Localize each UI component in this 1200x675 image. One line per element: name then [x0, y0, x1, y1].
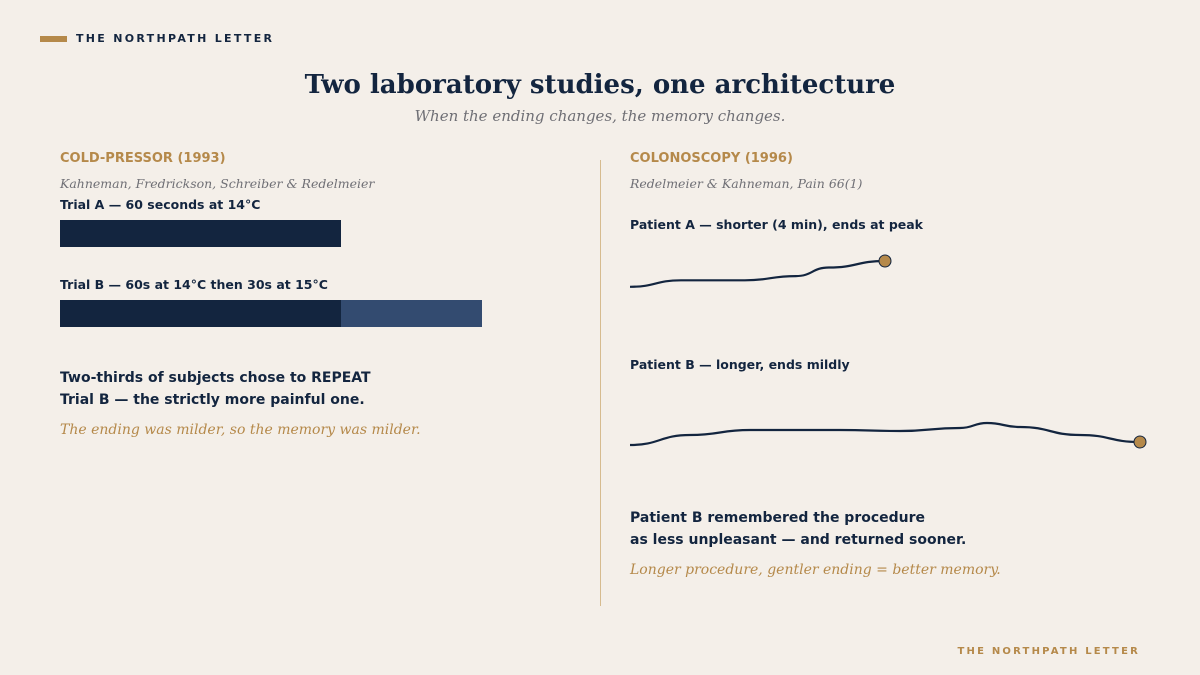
trial-b-bar-segment-14c: [60, 300, 341, 327]
colonoscopy-takeaway: Longer procedure, gentler ending = bette…: [630, 562, 1001, 578]
colonoscopy-statement-line2: as less unpleasant — and returned sooner…: [630, 532, 967, 548]
patient-a-pain-curve: [629, 254, 892, 288]
cold-pressor-title: COLD-PRESSOR (1993): [60, 151, 226, 166]
page-title: Two laboratory studies, one architecture: [304, 70, 896, 100]
patient-b-label: Patient B — longer, ends mildly: [630, 357, 850, 372]
end-point-marker: [878, 254, 892, 268]
patient-a-label: Patient A — shorter (4 min), ends at pea…: [630, 217, 923, 232]
page-subtitle: When the ending changes, the memory chan…: [414, 107, 786, 125]
pain-curve-line: [629, 421, 1141, 447]
colonoscopy-statement: Patient B remembered the procedure as le…: [630, 507, 966, 551]
trial-b-bar-segment-15c: [341, 300, 482, 327]
end-point-marker: [1133, 435, 1147, 449]
patient-b-pain-curve: [629, 421, 1147, 449]
brand-footer: THE NORTHPATH LETTER: [957, 646, 1140, 657]
column-divider: [600, 160, 601, 606]
colonoscopy-statement-line1: Patient B remembered the procedure: [630, 510, 926, 526]
pain-curve-line: [629, 259, 886, 288]
cold-pressor-takeaway: The ending was milder, so the memory was…: [60, 422, 421, 438]
trial-b-label: Trial B — 60s at 14°C then 30s at 15°C: [60, 277, 328, 292]
colonoscopy-citation: Redelmeier & Kahneman, Pain 66(1): [630, 176, 863, 191]
cold-pressor-statement-line1: Two-thirds of subjects chose to REPEAT: [60, 370, 371, 386]
trial-a-label: Trial A — 60 seconds at 14°C: [60, 197, 261, 212]
cold-pressor-statement-line2: Trial B — the strictly more painful one.: [60, 392, 365, 408]
brand-header: THE NORTHPATH LETTER: [76, 32, 275, 45]
trial-a-bar: [60, 220, 341, 247]
colonoscopy-title: COLONOSCOPY (1996): [630, 151, 793, 166]
cold-pressor-statement: Two-thirds of subjects chose to REPEAT T…: [60, 367, 371, 411]
brand-accent-bar: [40, 36, 67, 42]
cold-pressor-citation: Kahneman, Fredrickson, Schreiber & Redel…: [60, 176, 375, 191]
